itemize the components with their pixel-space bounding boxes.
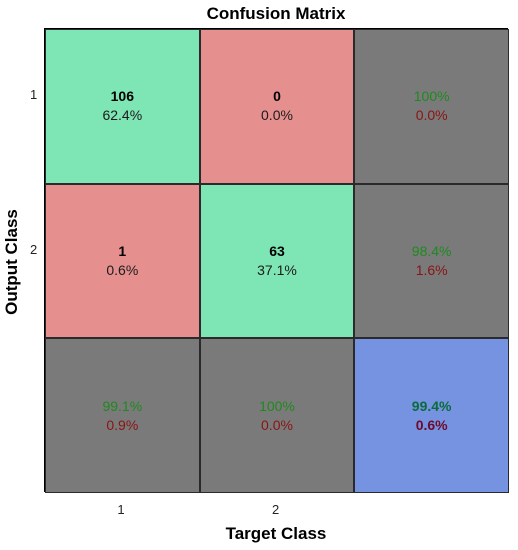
matrix-cell-2-2: 63 37.1% [199,183,355,339]
matrix-cell-1-1: 106 62.4% [45,29,200,184]
summary-correct: 100% [259,397,295,414]
overall-accuracy-cell: 99.4% 0.6% [354,338,509,493]
summary-correct: 99.1% [102,397,143,414]
column-summary-cell-2: 100% 0.0% [199,338,355,493]
cell-percent: 37.1% [257,261,297,278]
summary-incorrect: 0.0% [415,107,448,124]
summary-correct: 98.4% [411,242,452,259]
column-summary-cell-1: 99.1% 0.9% [45,338,200,493]
y-axis-label: Output Class [2,209,21,315]
matrix-grid: 106 62.4% 0 0.0% 100% 0.0% 1 0.6% 63 37.1% 98.4% 1.… [44,28,509,493]
summary-correct: 100% [413,88,450,105]
overall-correct: 99.4% [411,397,452,414]
cell-count: 0 [273,88,281,105]
cell-percent: 62.4% [102,107,143,124]
cell-count: 1 [118,242,127,259]
row-summary-cell-1: 100% 0.0% [354,29,509,184]
row-summary-cell-2: 98.4% 1.6% [354,183,509,339]
cell-count: 63 [269,242,285,259]
cell-percent: 0.0% [261,107,293,124]
summary-incorrect: 0.9% [106,416,139,433]
x-tick-label-1: 1 [117,502,125,517]
summary-incorrect: 0.0% [261,416,293,433]
cell-percent: 0.6% [106,261,139,278]
x-axis-label: Target Class [225,524,327,543]
x-tick-label-2: 2 [272,502,280,517]
chart-title: Confusion Matrix [206,4,346,23]
overall-incorrect: 0.6% [415,416,448,433]
y-tick-label-1: 1 [30,87,38,103]
cell-count: 106 [110,88,134,105]
matrix-cell-1-2: 0 0.0% [199,29,355,184]
summary-incorrect: 1.6% [415,261,448,278]
y-tick-label-2: 2 [30,242,38,257]
matrix-cell-2-1: 1 0.6% [45,183,200,339]
